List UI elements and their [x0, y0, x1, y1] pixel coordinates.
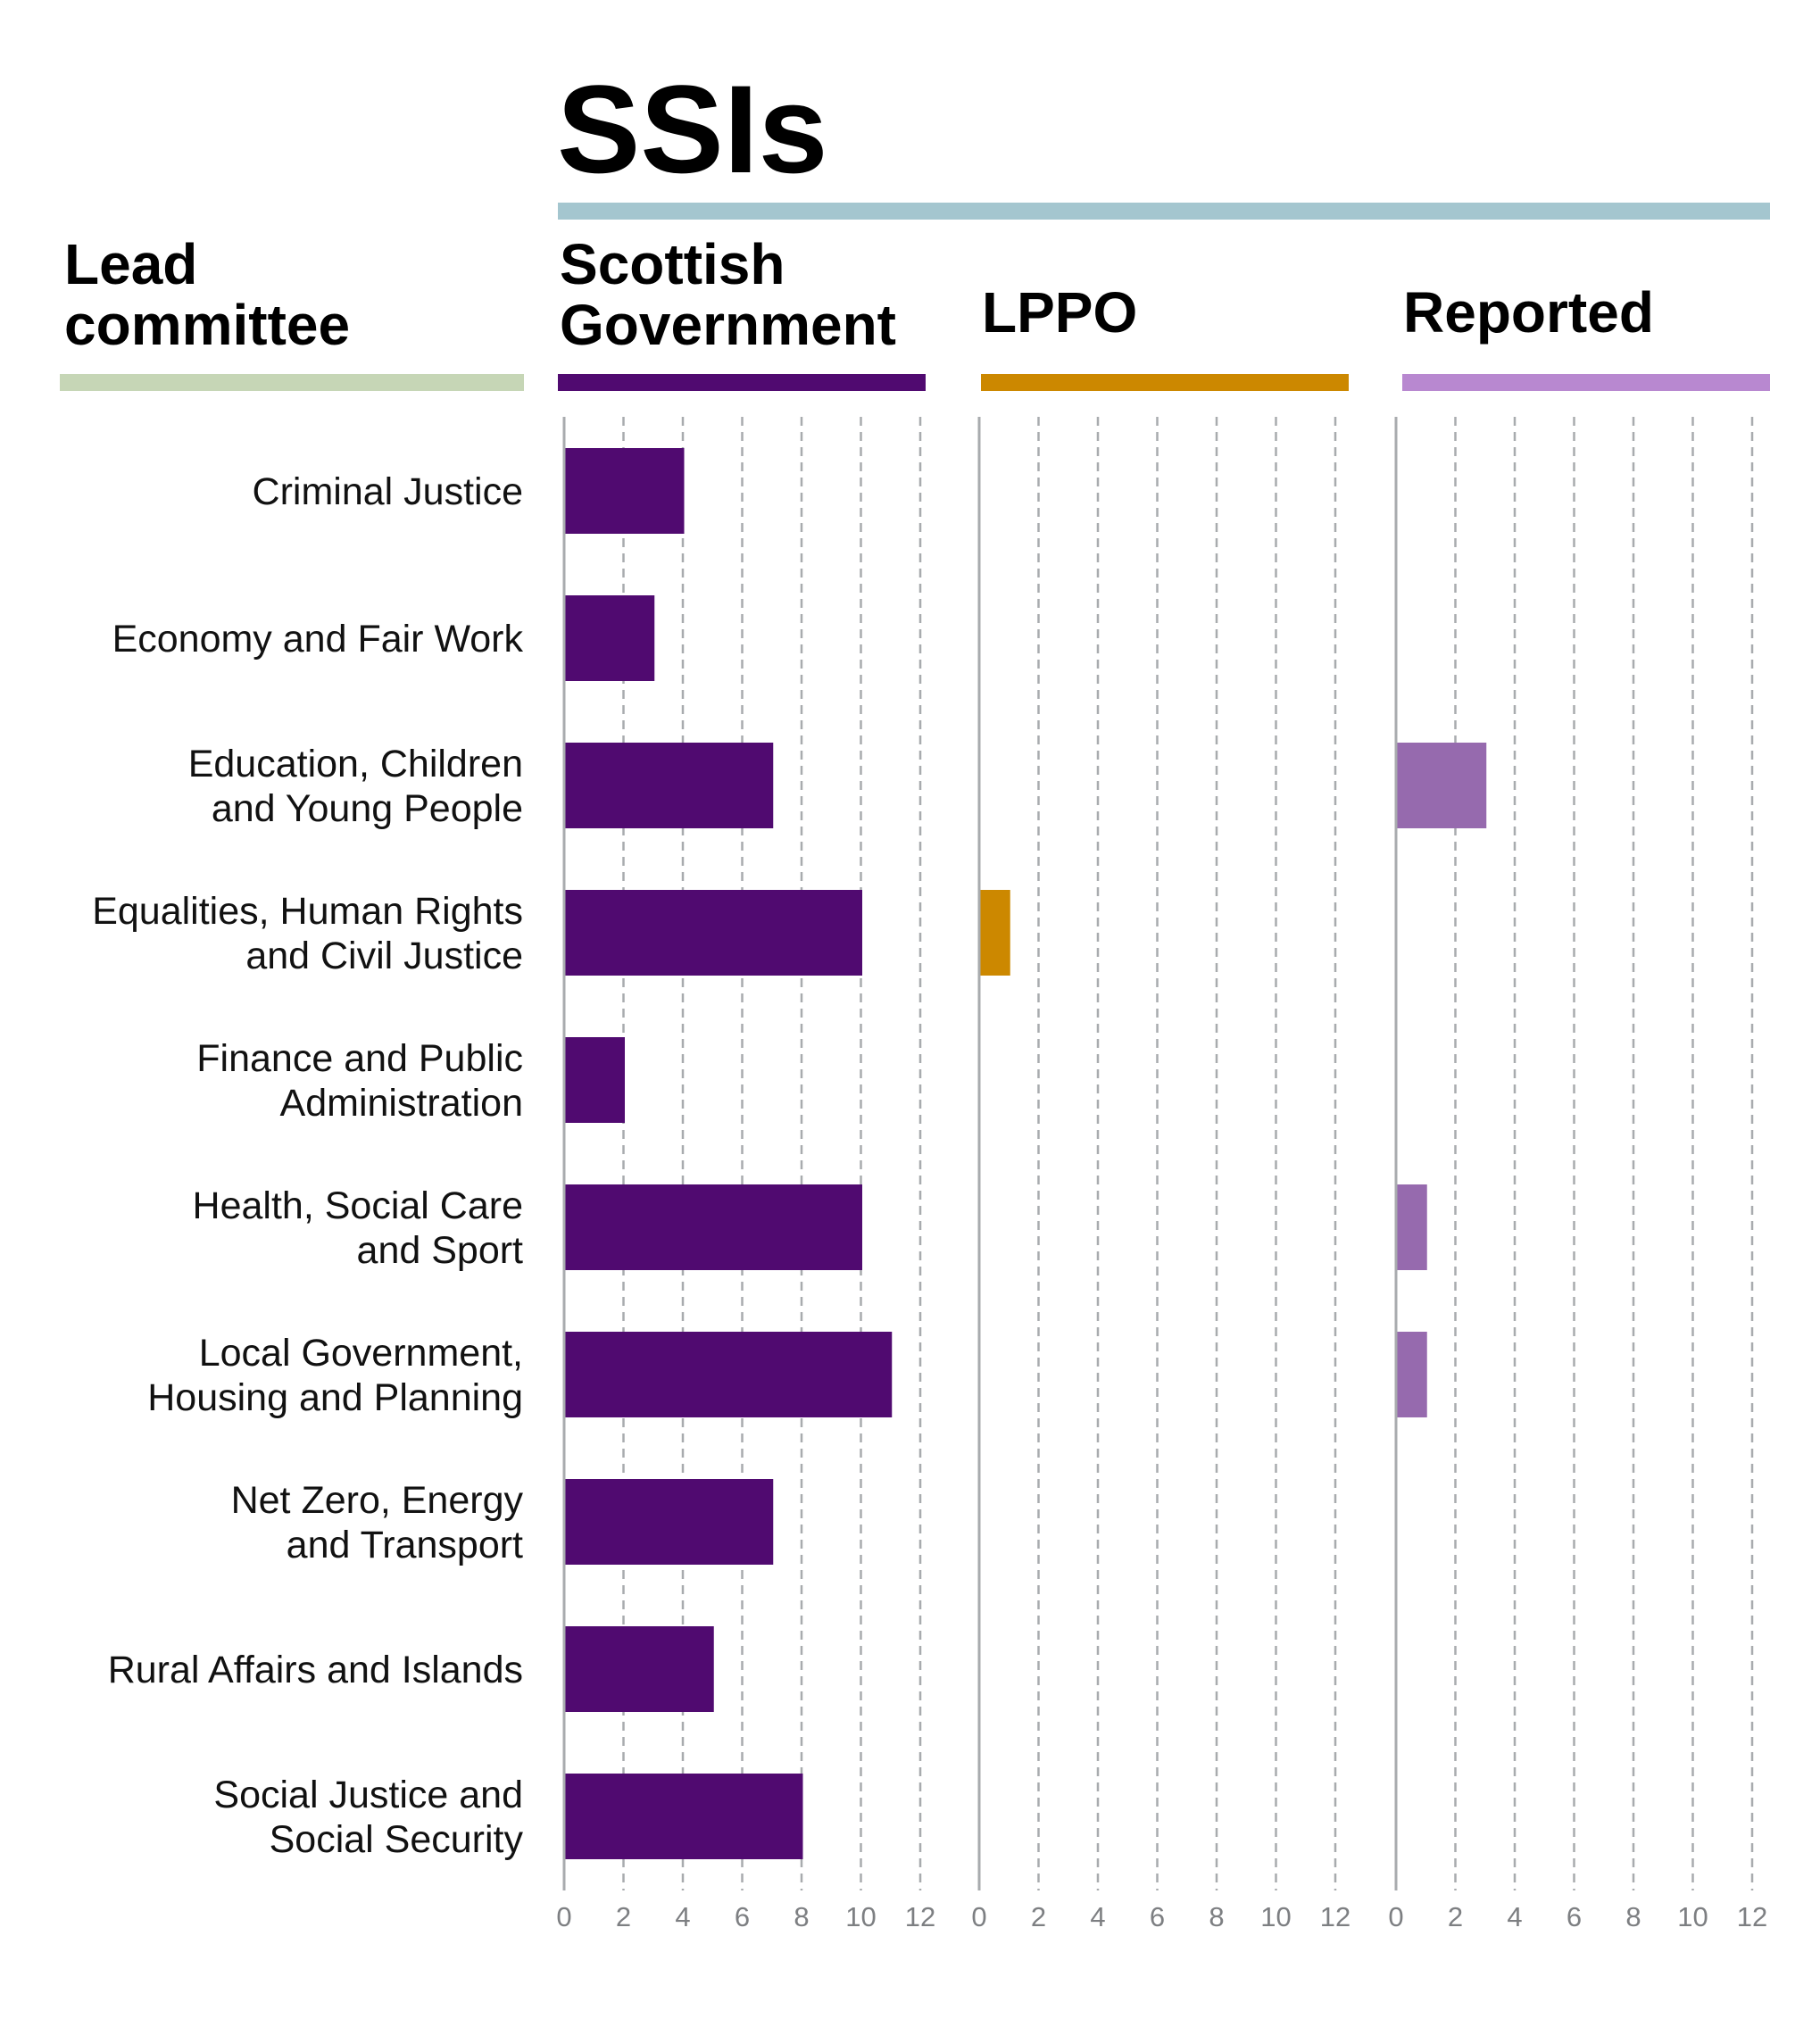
reported-bar	[1397, 743, 1487, 828]
category-label-line: Finance and Public	[196, 1037, 523, 1080]
scottish-government-tick-label: 10	[845, 1901, 876, 1932]
lppo-tick-label: 4	[1090, 1901, 1105, 1932]
scottish-government-bar	[565, 1037, 625, 1123]
category-label-line: and Civil Justice	[245, 935, 523, 977]
lppo-tick-label: 0	[971, 1901, 986, 1932]
category-label-line: Equalities, Human Rights	[92, 890, 523, 933]
scottish-government-tick-label: 12	[905, 1901, 935, 1932]
category-label: Finance and Public Administration	[196, 1037, 523, 1125]
category-label-line: Administration	[280, 1082, 523, 1125]
scottish-government-tick-label: 4	[675, 1901, 690, 1932]
lppo-tick-label: 10	[1260, 1901, 1291, 1932]
lppo-rule	[981, 374, 1349, 391]
category-label: Economy and Fair Work	[112, 618, 524, 661]
reported-rule	[1402, 374, 1770, 391]
reported-tick-label: 2	[1448, 1901, 1463, 1932]
category-label: Rural Affairs and Islands	[108, 1649, 523, 1691]
title-rule	[558, 203, 1770, 220]
category-label-line: Criminal Justice	[253, 470, 523, 513]
category-label-line: Rural Affairs and Islands	[108, 1649, 523, 1691]
reported-tick-label: 10	[1677, 1901, 1708, 1932]
sg-header-line1: Scottish	[560, 232, 785, 296]
reported-header: Reported	[1403, 280, 1654, 345]
lppo-tick-label: 2	[1031, 1901, 1046, 1932]
lppo-tick-label: 6	[1150, 1901, 1165, 1932]
reported-tick-label: 8	[1625, 1901, 1641, 1932]
scottish-government-tick-label: 8	[794, 1901, 809, 1932]
scottish-government-bar	[565, 1184, 862, 1270]
scottish-government-header: Scottish Government	[560, 234, 896, 355]
sg-header-line2: Government	[560, 293, 896, 357]
category-label-line: and Young People	[212, 787, 523, 830]
category-label: Local Government, Housing and Planning	[147, 1332, 523, 1419]
lead-committee-header: Lead committee	[64, 234, 350, 355]
lead-rule	[60, 374, 524, 391]
scottish-government-bar	[565, 448, 685, 534]
scottish-government-bar	[565, 1626, 714, 1712]
reported-tick-label: 12	[1737, 1901, 1767, 1932]
lppo-tick-label: 12	[1320, 1901, 1350, 1932]
reported-tick-label: 6	[1567, 1901, 1582, 1932]
sg-rule	[558, 374, 926, 391]
scottish-government-tick-label: 0	[556, 1901, 571, 1932]
scottish-government-tick-label: 2	[616, 1901, 631, 1932]
category-label: Health, Social Care and Sport	[193, 1184, 524, 1272]
lead-header-line1: Lead	[64, 232, 198, 296]
reported-tick-label: 0	[1388, 1901, 1403, 1932]
category-label-line: Social Security	[270, 1818, 524, 1861]
scottish-government-bar	[565, 1479, 774, 1565]
category-label-line: Social Justice and	[213, 1774, 523, 1816]
lead-header-line2: committee	[64, 293, 351, 357]
reported-tick-label: 4	[1507, 1901, 1522, 1932]
scottish-government-tick-label: 6	[735, 1901, 750, 1932]
scottish-government-bar	[565, 1332, 893, 1417]
lppo-header: LPPO	[982, 280, 1138, 345]
category-label-line: Housing and Planning	[147, 1376, 523, 1419]
scottish-government-bar	[565, 1774, 803, 1859]
category-label: Net Zero, Energy and Transport	[231, 1479, 524, 1566]
category-label-line: Net Zero, Energy	[231, 1479, 524, 1522]
category-label-line: Education, Children	[188, 743, 523, 785]
category-label-line: and Sport	[357, 1229, 524, 1272]
category-label-line: and Transport	[287, 1524, 523, 1566]
scottish-government-bar	[565, 743, 774, 828]
lppo-tick-label: 8	[1209, 1901, 1224, 1932]
category-label-line: Local Government,	[199, 1332, 523, 1375]
chart-title: SSIs	[557, 59, 828, 199]
category-label-line: Economy and Fair Work	[112, 618, 524, 661]
category-label: Social Justice and Social Security	[213, 1774, 523, 1861]
reported-bar	[1397, 1184, 1427, 1270]
category-label: Criminal Justice	[253, 470, 523, 513]
category-label: Education, Children and Young People	[188, 743, 523, 830]
reported-bar	[1397, 1332, 1427, 1417]
scottish-government-bar	[565, 595, 655, 681]
scottish-government-bar	[565, 890, 862, 976]
category-label-line: Health, Social Care	[193, 1184, 523, 1227]
lppo-bar	[980, 890, 1010, 976]
category-label: Equalities, Human Rights and Civil Justic…	[92, 890, 523, 977]
